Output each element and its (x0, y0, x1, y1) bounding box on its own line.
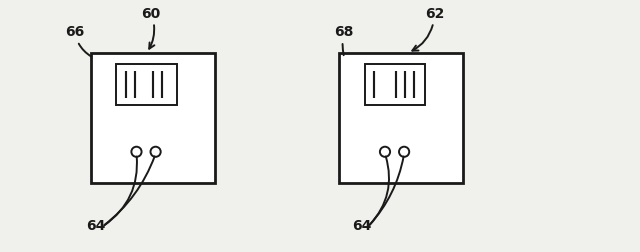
Text: 68: 68 (334, 25, 353, 56)
Ellipse shape (131, 147, 141, 157)
Bar (339, 54, 463, 183)
Text: 66: 66 (65, 25, 92, 57)
Text: 64: 64 (352, 218, 371, 232)
Bar (365, 64, 426, 105)
Text: 64: 64 (86, 218, 106, 232)
Ellipse shape (150, 147, 161, 157)
Text: 62: 62 (412, 7, 444, 51)
Text: 60: 60 (141, 7, 161, 49)
Bar (116, 64, 177, 105)
Bar (91, 54, 215, 183)
Ellipse shape (399, 147, 409, 157)
Ellipse shape (380, 147, 390, 157)
